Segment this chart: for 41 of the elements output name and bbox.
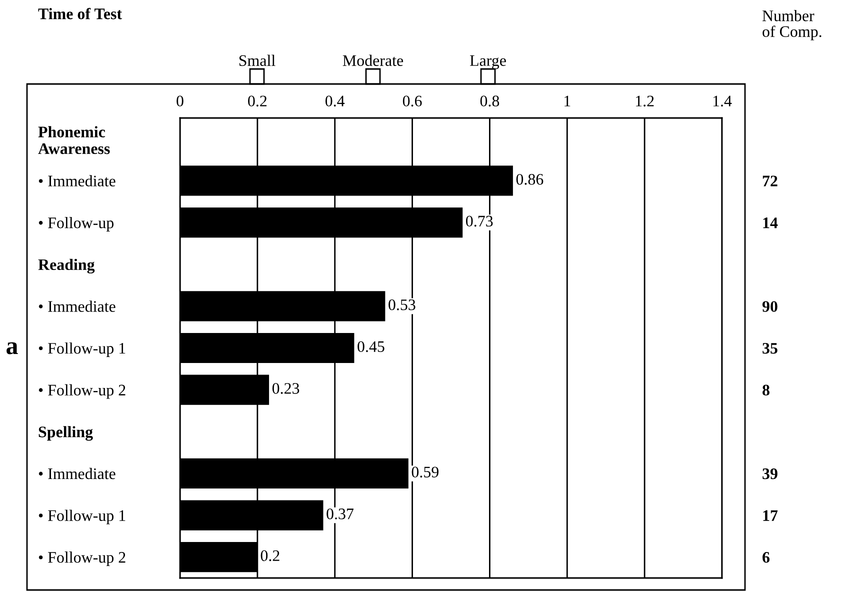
y-tick-label: • Immediate — [38, 300, 116, 312]
y-tick-label: • Immediate — [38, 175, 116, 186]
data-label: 0.53 — [388, 299, 416, 310]
y2-tick-label: 39 — [762, 468, 778, 480]
data-label: 0.37 — [326, 508, 354, 520]
y2-tick-label: 14 — [763, 218, 778, 228]
y2-tick-label: 6 — [762, 552, 770, 563]
text: Small — [239, 54, 276, 66]
x-tick-label: 0 — [176, 96, 184, 106]
text: Large — [470, 55, 506, 70]
y-tick-label: Phonemic Awareness — [38, 126, 110, 154]
y2-tick-label: 72 — [762, 176, 778, 186]
y-tick-label: • Immediate — [38, 468, 116, 480]
y-tick-label: • Follow-up 1 — [38, 342, 126, 357]
y-tick-label: Reading — [38, 258, 95, 274]
text: Moderate — [342, 54, 404, 66]
y2-tick-label: 8 — [762, 384, 770, 396]
x-tick-label: 0.4 — [325, 96, 345, 106]
data-label: 0.23 — [272, 383, 300, 394]
x-tick-label: 0.8 — [480, 96, 500, 106]
x-tick-label: 0.2 — [248, 96, 267, 106]
y2-tick-label: 90 — [762, 301, 778, 312]
y-tick-label: • Follow-up 2 — [38, 384, 126, 399]
y-tick-label: • Follow-up 2 — [38, 552, 126, 566]
x-tick-label: 0.6 — [402, 96, 422, 106]
data-label: 0.86 — [516, 174, 544, 185]
data-label: 0.59 — [412, 466, 438, 478]
chart-title: Time of Test — [38, 8, 122, 20]
x-tick-label: 1.2 — [636, 96, 654, 106]
y2-axis-title: Number of Comp. — [762, 10, 822, 40]
x-tick-label: 1 — [564, 96, 570, 106]
text: a — [6, 342, 18, 354]
data-label: 0.73 — [466, 216, 493, 227]
y-tick-label: • Follow-up — [38, 217, 114, 232]
y2-tick-label: 35 — [762, 342, 778, 354]
y-tick-label: Spelling — [38, 426, 93, 441]
x-tick-label: 1.4 — [713, 96, 732, 106]
y-tick-label: • Follow-up 1 — [38, 510, 126, 524]
data-label: 0.45 — [358, 341, 384, 352]
data-label: 0.2 — [260, 550, 280, 562]
y2-tick-label: 17 — [763, 510, 778, 521]
